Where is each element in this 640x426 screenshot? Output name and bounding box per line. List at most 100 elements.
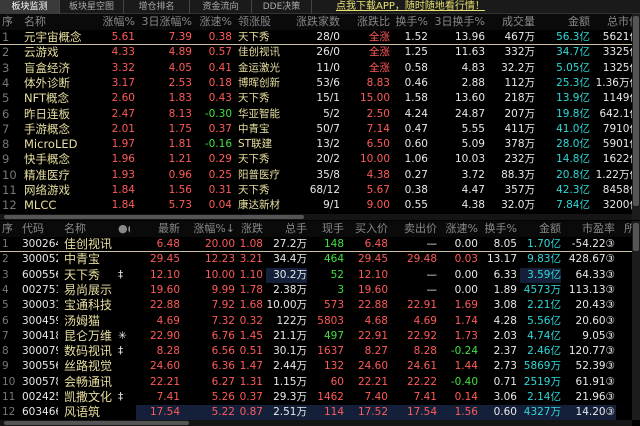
column-header-ask-price[interactable]: 卖出价 xyxy=(404,222,437,235)
ask-price-cell: 7.41 xyxy=(413,391,437,403)
download-app-link[interactable]: 点我下载APP，随时随地看行情！ xyxy=(336,1,485,12)
column-header-turnover-3d[interactable]: 3日换手% xyxy=(434,15,485,28)
table-row[interactable]: 2 云游戏 4.33 4.89 0.57 佳创视讯 26/0 全涨 1.25 11.63 332万 3… xyxy=(0,45,640,60)
sector-name-cell: 网络游戏 xyxy=(24,183,70,197)
leading-stock-cell: 康达新材 xyxy=(238,199,280,212)
code-cell: 300578 xyxy=(22,375,58,388)
turnover-cell: 0.27 xyxy=(404,168,428,181)
table-row[interactable]: 8 300079 数码视讯 ‡ 8.28 6.56 0.51 30.1万 1637 8.27 8.2… xyxy=(0,344,632,359)
flag-icon-cell: ‡ xyxy=(118,268,124,281)
sector-table-vscrollbar[interactable] xyxy=(632,14,640,220)
sector-table-hscrollbar[interactable] xyxy=(0,214,632,220)
table-row[interactable]: 5 NFT概念 2.60 1.83 0.43 天下秀 15/1 15.00 1.58 13.60 2… xyxy=(0,91,640,106)
column-header-bid-price[interactable]: 买入价 xyxy=(355,222,388,235)
column-header-sector-name[interactable]: 名称 xyxy=(24,15,46,28)
column-header-amount[interactable]: 金额 xyxy=(568,15,590,28)
column-header-change-pct[interactable]: 涨幅%↓ xyxy=(193,222,235,235)
change-cell: 1.31 xyxy=(239,375,263,388)
change-cell: 0.32 xyxy=(239,314,263,327)
table-row[interactable]: 11 网络游戏 1.84 1.56 0.31 天下秀 68/12 5.67 0.38 4.47 35… xyxy=(0,183,640,198)
change-pct-cell: 5.22 xyxy=(211,406,235,419)
turnover-3d-cell: 3.72 xyxy=(461,168,485,181)
tab-sector-starmap[interactable]: 板块星空图 xyxy=(60,0,124,14)
column-header-speed[interactable]: 涨速% xyxy=(199,15,232,28)
table-row[interactable]: 10 300578 会畅通讯 22.21 6.27 1.31 1.15万 60 22.21 22.… xyxy=(0,375,632,390)
table-row[interactable]: 4 体外诊断 3.17 2.53 0.18 博晖创新 53/6 8.83 0.46 2.88 112… xyxy=(0,76,640,91)
column-header-leading-stock[interactable]: 领涨股 xyxy=(238,15,271,28)
up-down-count-cell: 15/1 xyxy=(316,92,340,105)
scroll-thumb[interactable] xyxy=(4,421,189,425)
tab-position-ranking[interactable]: 增仓排名 xyxy=(124,0,190,14)
column-header-total-volume[interactable]: 总手 xyxy=(285,222,307,235)
column-header-latest-price[interactable]: 最新 xyxy=(158,222,180,235)
table-row[interactable]: 7 手游概念 2.01 1.75 0.37 中青宝 50/7 7.14 0.47 5.55 411万… xyxy=(0,122,640,137)
table-row[interactable]: 11 002425 凯撒文化 ‡ 7.41 5.26 0.37 29.3万 1462 7.40 7.… xyxy=(0,390,632,405)
scroll-thumb[interactable] xyxy=(4,215,304,219)
table-row[interactable]: 7 300418 昆仑万维 ✳ 22.90 6.76 1.45 21.1万 497 22.91 22… xyxy=(0,329,632,344)
column-header-turnover[interactable]: 换手% xyxy=(484,222,517,235)
amount-cell: 2.14亿 xyxy=(527,391,561,403)
column-header-pe-ratio[interactable]: 市盈率 xyxy=(582,222,615,235)
change-3d-cell: 1.21 xyxy=(168,153,192,166)
current-volume-cell: 3 xyxy=(337,283,344,296)
change-3d-cell: 7.39 xyxy=(168,31,192,43)
stock-table-hscrollbar[interactable] xyxy=(0,420,632,426)
column-header-up-down-ratio[interactable]: 涨跌比 xyxy=(357,15,390,28)
table-row[interactable]: 6 昨日连板 2.47 8.13 -0.30 华亚智能 5/2 2.50 4.24 24.87 20… xyxy=(0,107,640,122)
speed-cell: 0.00 xyxy=(454,283,478,296)
change-pct-cell: 12.23 xyxy=(204,253,235,266)
table-row[interactable]: 1 300264 佳创视讯 6.48 20.00 1.08 27.2万 148 6.48 — 0.0… xyxy=(0,237,632,253)
change-pct-cell: 3.32 xyxy=(111,61,135,74)
column-header-current-volume[interactable]: 现手 xyxy=(322,222,344,235)
current-volume-cell: 114 xyxy=(323,406,344,419)
table-row[interactable]: 12 603466 风语筑 17.54 5.22 0.87 2.51万 114 17.52 17.… xyxy=(0,405,632,421)
column-header-turnover[interactable]: 换手% xyxy=(395,15,428,28)
table-row[interactable]: 12 MLCC 1.84 5.73 0.04 康达新材 9/1 9.00 0.55 4.38 32.… xyxy=(0,198,640,213)
table-row[interactable]: 6 300459 汤姆猫 4.69 7.32 0.32 122万 5803 4.68 4.69 1.… xyxy=(0,314,632,329)
market-cap-cell: 1622亿 xyxy=(602,153,640,166)
speed-cell: 1.44 xyxy=(454,360,478,373)
column-header-rank[interactable]: 序 xyxy=(2,222,13,235)
change-cell: 1.45 xyxy=(239,329,263,342)
scroll-thumb[interactable] xyxy=(633,16,639,206)
column-header-up-down-count[interactable]: 涨跌家数 xyxy=(296,15,340,28)
column-header-change-pct[interactable]: 涨幅% xyxy=(102,15,135,28)
column-header-volume[interactable]: 成交量 xyxy=(502,15,535,28)
column-header-change[interactable]: 涨跌 xyxy=(241,222,263,235)
stock-name-cell: 凯撒文化 xyxy=(64,390,113,404)
column-header-amount[interactable]: 金额 xyxy=(539,222,561,235)
stock-table-vscrollbar[interactable] xyxy=(632,221,640,420)
table-row[interactable]: 1 元宇宙概念 5.61 7.39 0.38 天下秀 28/0 全涨 1.52 13.96 467万… xyxy=(0,30,640,46)
column-header-stock-name[interactable]: 名称 xyxy=(64,222,86,235)
speed-cell: 0.14 xyxy=(454,391,478,403)
market-cap-cell: 8458亿 xyxy=(602,184,640,196)
tab-dde-decision[interactable]: DDE决策 xyxy=(252,0,312,14)
column-header-rank[interactable]: 序 xyxy=(2,15,13,28)
change-pct-cell: 1.84 xyxy=(111,184,135,196)
change-pct-cell: 20.00 xyxy=(204,238,235,250)
up-down-ratio-cell: 全涨 xyxy=(369,61,390,74)
column-header-market-cap[interactable]: 总市值 xyxy=(607,15,640,28)
speed-cell: -0.30 xyxy=(204,107,232,120)
column-header-exchange[interactable]: 所 xyxy=(624,222,632,235)
turnover-cell: 2.73 xyxy=(493,360,517,373)
table-row[interactable]: 3 盲盒经济 3.32 4.05 0.41 金运激光 11/0 全涨 0.58 4.83 32.2万… xyxy=(0,61,640,76)
column-header-flag-icon[interactable]: ●● xyxy=(118,222,130,235)
code-cell: 300418 xyxy=(22,329,58,342)
table-row[interactable]: 2 300052 中青宝 29.45 12.23 3.21 34.4万 464 29.45 29.… xyxy=(0,252,632,267)
table-row[interactable]: 4 002751 易尚展示 19.60 9.99 1.78 2.38万 3 19.60 — 0.00… xyxy=(0,283,632,298)
table-row[interactable]: 10 精准医疗 1.93 0.96 0.25 阳普医疗 35/8 4.38 0.27 3.72 88… xyxy=(0,168,640,183)
up-down-ratio-cell: 全涨 xyxy=(369,31,390,43)
column-header-change-3d[interactable]: 3日涨幅% xyxy=(141,15,192,28)
column-header-speed[interactable]: 涨速% xyxy=(445,222,478,235)
market-cap-cell: 1325亿 xyxy=(602,61,640,74)
column-header-code[interactable]: 代码 xyxy=(22,222,44,235)
table-row[interactable]: 8 MicroLED 1.97 1.81 -0.16 ST联建 13/2 6.50 0.60 5.… xyxy=(0,137,640,152)
tab-fund-flow[interactable]: 资金流向 xyxy=(190,0,252,14)
table-row[interactable]: 9 300556 丝路视觉 24.60 6.36 1.47 2.44万 132 24.60 24.… xyxy=(0,359,632,374)
table-row[interactable]: 9 快手概念 1.96 1.21 0.29 天下秀 20/2 10.00 1.06 10.03 23… xyxy=(0,152,640,167)
tab-sector-monitor[interactable]: 板块监测 xyxy=(0,0,60,14)
scroll-thumb[interactable] xyxy=(633,223,639,251)
